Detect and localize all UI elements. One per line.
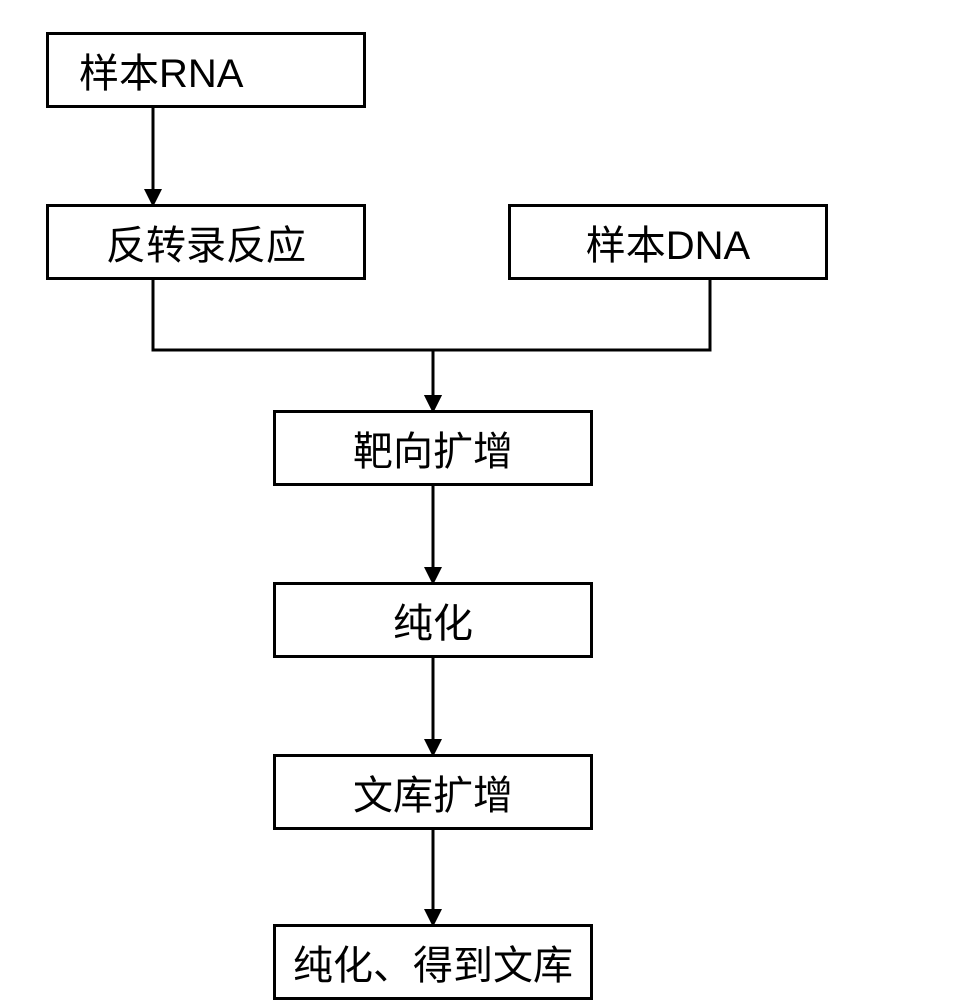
flow-node-target_amp: 靶向扩增: [273, 410, 593, 486]
flow-node-label: 样本RNA: [79, 41, 243, 99]
flow-node-purify1: 纯化: [273, 582, 593, 658]
flow-node-label: 纯化: [393, 591, 473, 649]
flow-node-lib_amp: 文库扩增: [273, 754, 593, 830]
flow-edge: [153, 280, 433, 410]
flow-arrows: [0, 0, 964, 1000]
flow-node-label: 靶向扩增: [353, 419, 513, 477]
flow-node-purify_lib: 纯化、得到文库: [273, 924, 593, 1000]
flow-node-label: 纯化、得到文库: [293, 933, 573, 991]
flow-node-rt_reaction: 反转录反应: [46, 204, 366, 280]
flow-node-sample_dna: 样本DNA: [508, 204, 828, 280]
flow-node-label: 反转录反应: [106, 213, 306, 271]
flow-edge: [433, 280, 710, 410]
flow-node-sample_rna: 样本RNA: [46, 32, 366, 108]
flow-node-label: 样本DNA: [586, 213, 750, 271]
flow-node-label: 文库扩增: [353, 763, 513, 821]
